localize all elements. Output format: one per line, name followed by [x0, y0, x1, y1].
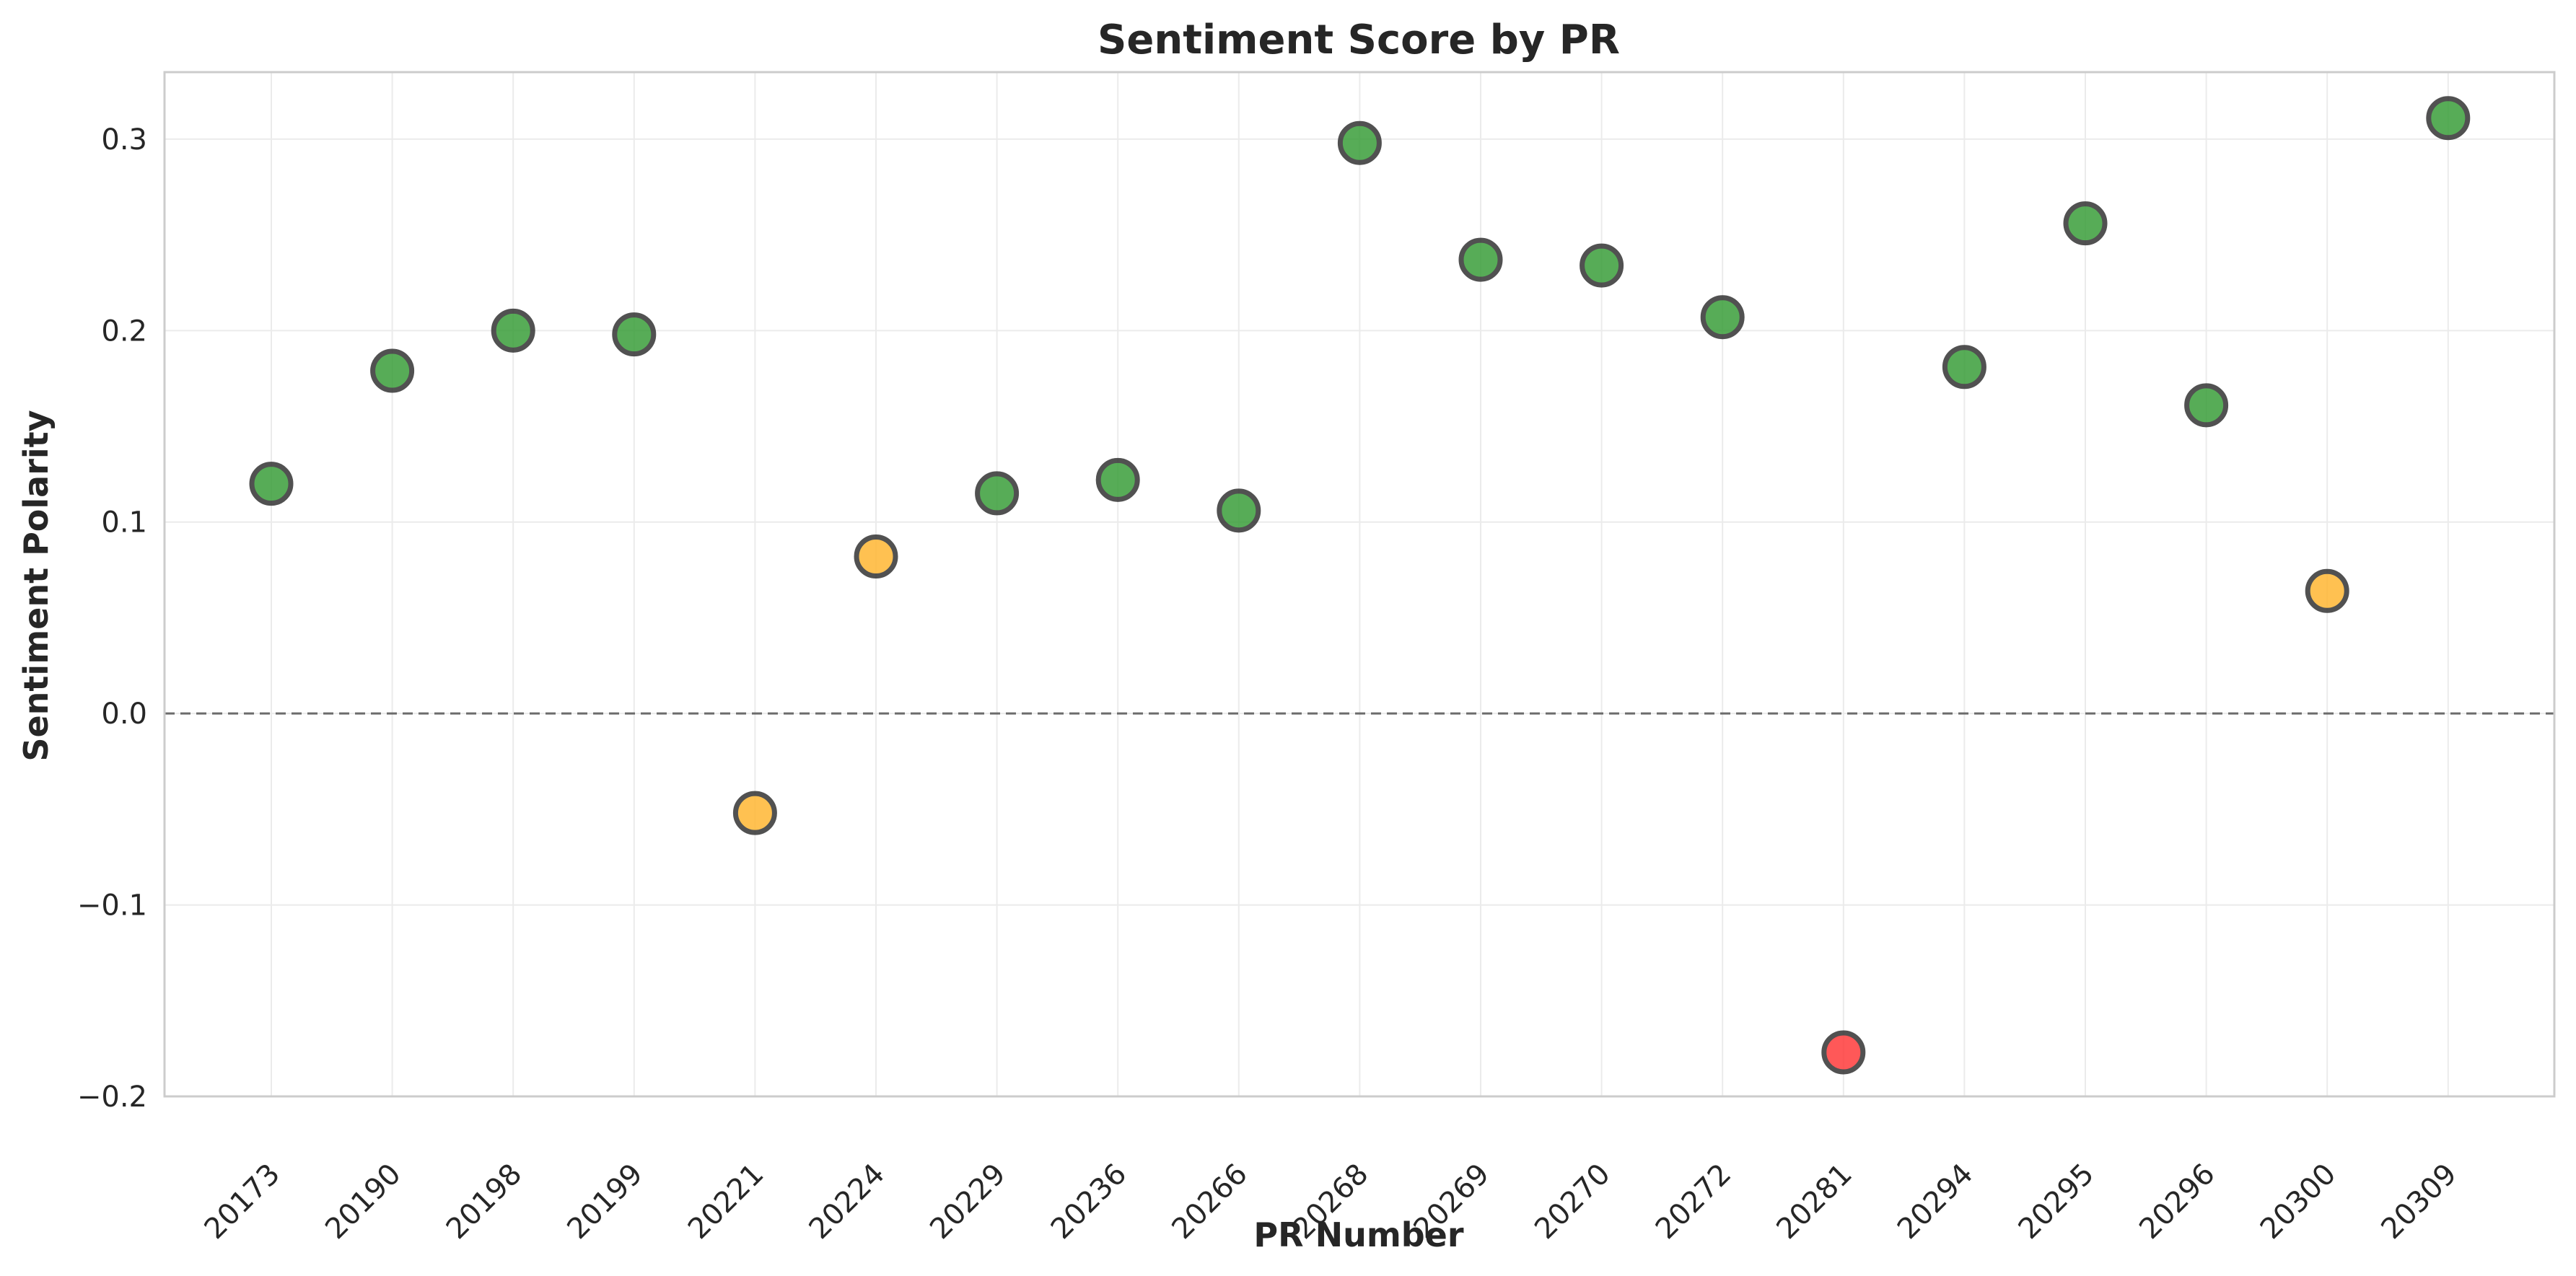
- x-tick-label: 20221: [682, 1158, 771, 1246]
- x-tick-label: 20309: [2375, 1158, 2463, 1246]
- data-point: [370, 348, 415, 393]
- y-tick-label: 0.0: [101, 698, 147, 731]
- x-tick-label: 20236: [1045, 1158, 1134, 1246]
- x-tick-label: 20173: [198, 1158, 287, 1246]
- x-tick-label: 20272: [1650, 1158, 1738, 1246]
- grid-lines: [165, 72, 2554, 1097]
- x-tick-label: 20294: [1891, 1158, 1980, 1246]
- data-point: [2063, 201, 2108, 246]
- x-tick-label: 20295: [2012, 1158, 2101, 1246]
- data-point: [612, 312, 657, 357]
- chart-title: Sentiment Score by PR: [1098, 17, 1620, 63]
- data-point: [249, 462, 294, 506]
- y-axis-label: Sentiment Polarity: [17, 410, 56, 761]
- x-tick-label: 20224: [803, 1158, 892, 1246]
- data-point: [1095, 457, 1140, 502]
- data-point: [732, 791, 777, 835]
- data-point: [1580, 243, 1624, 288]
- data-point: [1942, 345, 1986, 390]
- data-point: [1337, 120, 1382, 165]
- y-tick-label: 0.3: [101, 123, 147, 157]
- x-tick-label: 20190: [319, 1158, 408, 1246]
- y-tick-label: 0.2: [101, 314, 147, 348]
- data-points: [249, 96, 2471, 1075]
- y-tick-label: −0.1: [77, 889, 147, 923]
- y-tick-label: −0.2: [77, 1081, 147, 1114]
- data-point: [2184, 383, 2229, 428]
- x-tick-label: 20198: [440, 1158, 529, 1246]
- x-tick-label: 20229: [924, 1158, 1012, 1246]
- data-point: [854, 534, 898, 579]
- data-point: [1821, 1030, 1866, 1075]
- x-tick-label: 20300: [2254, 1158, 2343, 1246]
- plot-frame: [163, 71, 2556, 1098]
- x-tick-label: 20296: [2133, 1158, 2222, 1246]
- y-tick-labels: −0.2 −0.1 0.0 0.1 0.2 0.3: [77, 123, 147, 1114]
- x-tick-label: 20199: [561, 1158, 649, 1246]
- x-tick-label: 20281: [1770, 1158, 1859, 1246]
- y-tick-label: 0.1: [101, 506, 147, 540]
- x-axis-label: PR Number: [1253, 1215, 1463, 1254]
- data-point: [491, 308, 535, 353]
- data-point: [975, 471, 1020, 516]
- data-point: [2305, 568, 2349, 613]
- data-point: [1458, 237, 1503, 282]
- x-tick-label: 20266: [1165, 1158, 1254, 1246]
- data-point: [1700, 295, 1745, 340]
- x-tick-label: 20270: [1528, 1158, 1617, 1246]
- data-point: [2426, 96, 2471, 141]
- data-point: [1217, 488, 1261, 533]
